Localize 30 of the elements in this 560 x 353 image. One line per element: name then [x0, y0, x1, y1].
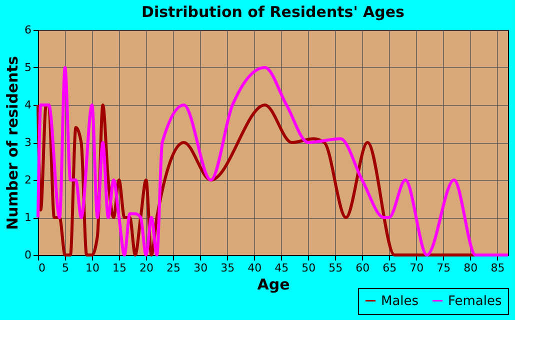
x-tick-label: 75	[436, 262, 451, 274]
x-tick-label: 65	[382, 262, 397, 274]
y-tick-label: 5	[24, 61, 32, 74]
y-tick-label: 2	[24, 174, 32, 186]
x-tick-label: 85	[490, 262, 505, 274]
x-tick-label: 15	[112, 262, 127, 274]
x-tick-label: 10	[86, 262, 100, 274]
x-tick-label: 80	[464, 262, 478, 274]
y-tick-label: 3	[24, 136, 32, 149]
y-tick-label: 6	[24, 24, 32, 36]
x-tick-label: 50	[302, 262, 316, 274]
x-tick-label: 20	[140, 262, 154, 274]
x-tick-label: 30	[194, 262, 208, 274]
y-tick-label: 4	[24, 98, 32, 112]
x-tick-label: 60	[356, 262, 370, 274]
legend-label: Males	[381, 294, 419, 309]
x-tick-label: 45	[274, 262, 289, 274]
x-tick-label: 35	[220, 262, 235, 274]
x-tick-label: 25	[166, 262, 181, 274]
x-tick-label: 5	[62, 262, 70, 274]
y-axis-title: Number of residents	[4, 56, 22, 230]
y-tick-label: 0	[24, 248, 32, 262]
legend-label: Females	[448, 294, 502, 309]
x-tick-label: 70	[410, 262, 424, 274]
x-tick-label: 55	[328, 262, 343, 274]
x-axis-title: Age	[257, 276, 290, 294]
chart-title: Distribution of Residents' Ages	[142, 3, 405, 21]
x-tick-label: 40	[248, 262, 262, 274]
x-tick-label: 0	[38, 262, 46, 274]
y-tick-label: 1	[24, 211, 32, 224]
